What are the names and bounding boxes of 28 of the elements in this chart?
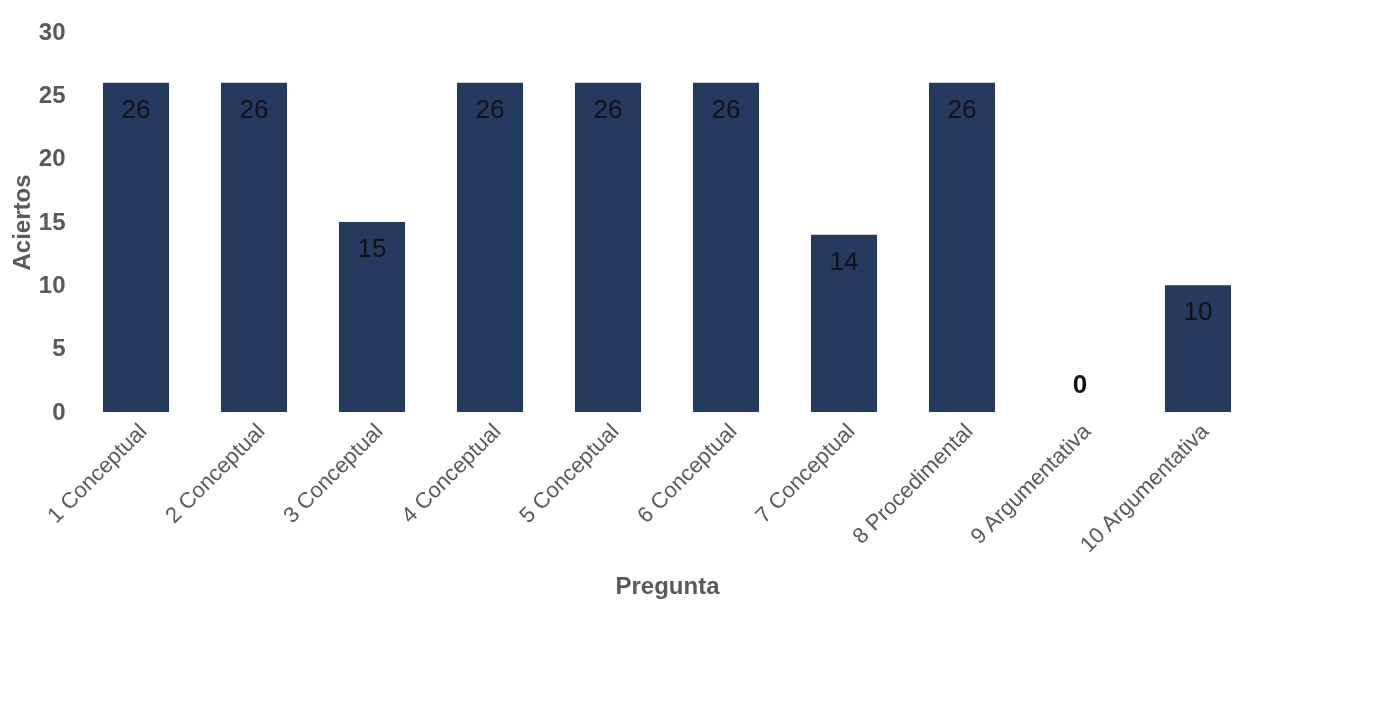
bar	[103, 82, 169, 412]
y-tick-label: 5	[52, 334, 66, 362]
data-label: 0	[1072, 369, 1088, 399]
data-label: 26	[475, 93, 505, 124]
y-tick-label: 30	[38, 17, 66, 45]
data-label: 15	[357, 233, 387, 263]
y-tick-label: 10	[38, 270, 66, 298]
data-label: 26	[121, 93, 151, 124]
data-label: 26	[947, 93, 977, 124]
data-label: 26	[239, 93, 269, 124]
data-label: 10	[1183, 296, 1213, 327]
bar	[1165, 285, 1231, 412]
data-label: 14	[829, 245, 859, 276]
bar	[221, 82, 287, 412]
bar	[339, 222, 405, 412]
y-tick-label: 25	[38, 80, 66, 108]
y-axis-title: Aciertos	[7, 174, 35, 271]
data-label: 26	[593, 93, 623, 124]
bar	[575, 82, 641, 412]
y-tick-label: 20	[38, 144, 66, 172]
y-tick-label: 0	[52, 397, 66, 425]
bar	[811, 234, 877, 412]
bar	[929, 82, 995, 412]
bar	[457, 82, 523, 412]
x-axis-title: Pregunta	[615, 572, 721, 600]
bar	[693, 82, 759, 412]
data-label: 26	[711, 93, 741, 124]
y-tick-label: 15	[38, 207, 66, 235]
